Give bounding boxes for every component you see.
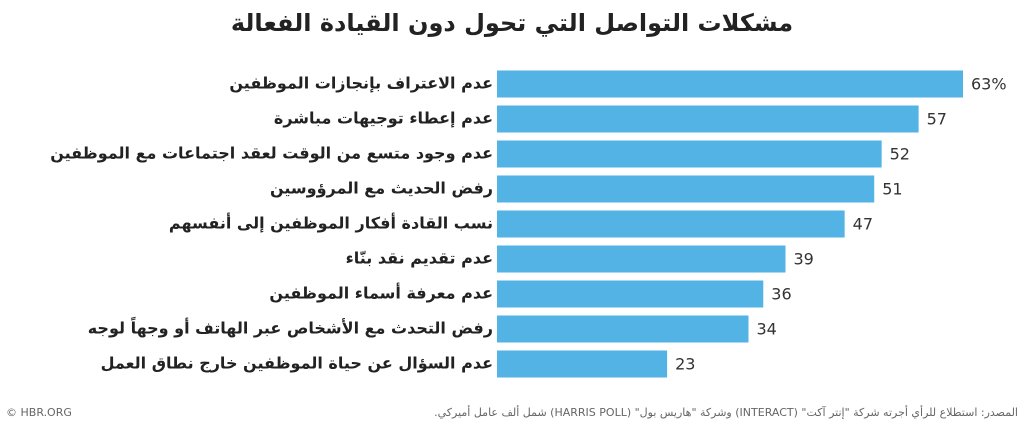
- category-label: عدم تقديم نقد بنّاء: [346, 249, 493, 268]
- value-label: 51: [882, 180, 902, 199]
- value-label: 39: [793, 250, 813, 269]
- category-label: عدم معرفة أسماء الموظفين: [269, 283, 493, 303]
- bar: [497, 350, 668, 378]
- value-label: 36: [771, 285, 791, 304]
- bar: [497, 70, 963, 98]
- bar: [497, 315, 749, 343]
- bar: [497, 210, 845, 238]
- credit: © HBR.ORG: [6, 406, 72, 419]
- category-label: عدم إعطاء توجيهات مباشرة: [274, 109, 493, 128]
- chart-title: مشكلات التواصل التي تحول دون القيادة الف…: [231, 9, 793, 37]
- bar: [497, 175, 875, 203]
- value-label: 47: [853, 215, 873, 234]
- value-label: 63%: [971, 75, 1007, 94]
- value-label: 57: [927, 110, 947, 129]
- bar: [497, 140, 882, 168]
- category-label: نسب القادة أفكار الموظفين إلى أنفسهم: [169, 213, 493, 233]
- category-label: رفض التحدث مع الأشخاص عبر الهاتف أو وجها…: [88, 316, 493, 338]
- source-note: المصدر: استطلاع للرأي أجرته شركة "إنتر آ…: [434, 405, 1018, 419]
- bar: [497, 245, 786, 273]
- bar: [497, 105, 919, 133]
- value-label: 34: [756, 320, 776, 339]
- bar: [497, 280, 764, 308]
- value-label: 23: [675, 355, 695, 374]
- category-label: عدم السؤال عن حياة الموظفين خارج نطاق ال…: [101, 354, 493, 373]
- value-label: 52: [890, 145, 910, 164]
- category-label: عدم وجود متسع من الوقت لعقد اجتماعات مع …: [50, 144, 493, 163]
- category-label: رفض الحديث مع المرؤوسين: [270, 179, 493, 198]
- category-label: عدم الاعتراف بإنجازات الموظفين: [229, 74, 493, 93]
